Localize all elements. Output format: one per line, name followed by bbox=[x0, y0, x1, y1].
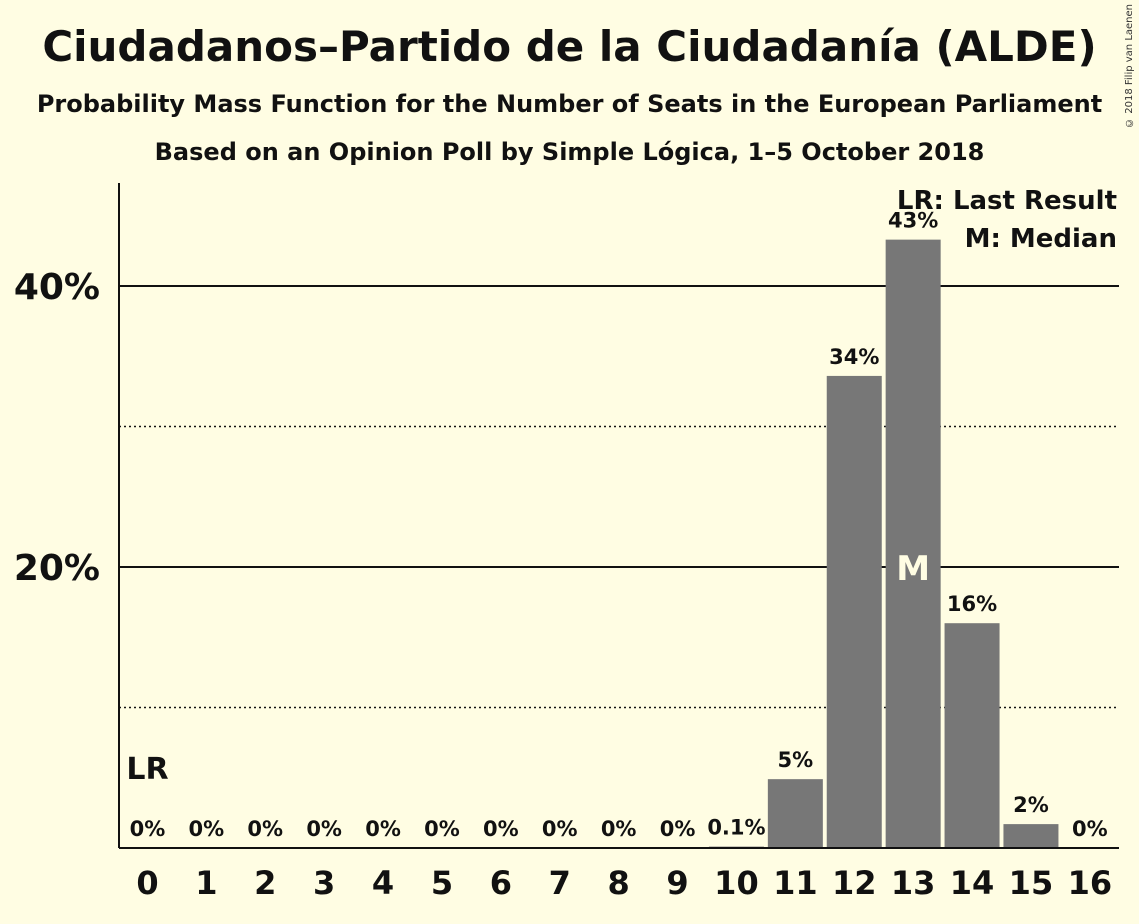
x-tick-label: 5 bbox=[431, 864, 453, 902]
chart-subtitle: Probability Mass Function for the Number… bbox=[36, 90, 1103, 118]
x-tick-label: 15 bbox=[1009, 864, 1054, 902]
value-label: 0% bbox=[601, 817, 637, 841]
value-label: 16% bbox=[947, 592, 997, 616]
bar-15 bbox=[1003, 824, 1059, 848]
value-label: 0% bbox=[424, 817, 460, 841]
bar-13 bbox=[885, 239, 941, 848]
x-tick-label: 7 bbox=[549, 864, 571, 902]
x-tick-label: 3 bbox=[313, 864, 335, 902]
value-label: 0% bbox=[483, 817, 519, 841]
x-tick-label: 11 bbox=[773, 864, 818, 902]
bar-12 bbox=[826, 375, 882, 848]
value-label: 0% bbox=[189, 817, 225, 841]
value-label: 0% bbox=[1072, 817, 1108, 841]
x-tick-label: 14 bbox=[950, 864, 995, 902]
x-tick-label: 6 bbox=[490, 864, 512, 902]
value-label: 43% bbox=[888, 209, 938, 233]
bar-11 bbox=[767, 779, 823, 848]
last-result-marker: LR bbox=[126, 752, 168, 787]
legend-entry: LR: Last Result bbox=[897, 186, 1117, 216]
value-label: 0% bbox=[306, 817, 342, 841]
value-label: 0% bbox=[365, 817, 401, 841]
x-tick-label: 2 bbox=[254, 864, 276, 902]
x-tick-label: 13 bbox=[891, 864, 936, 902]
chart-subtitle-poll: Based on an Opinion Poll by Simple Lógic… bbox=[154, 138, 985, 166]
x-tick-label: 1 bbox=[195, 864, 217, 902]
x-tick-label: 4 bbox=[372, 864, 394, 902]
x-tick-label: 12 bbox=[832, 864, 877, 902]
chart-title: Ciudadanos–Partido de la Ciudadanía (ALD… bbox=[42, 22, 1097, 71]
legend-entry: M: Median bbox=[965, 224, 1117, 254]
value-label: 0.1% bbox=[707, 816, 765, 840]
y-tick-label: 20% bbox=[14, 548, 100, 589]
x-tick-label: 16 bbox=[1068, 864, 1113, 902]
x-tick-label: 10 bbox=[714, 864, 759, 902]
x-tick-label: 0 bbox=[136, 864, 158, 902]
y-tick-label: 40% bbox=[14, 267, 100, 308]
value-label: 0% bbox=[130, 817, 166, 841]
median-marker: M bbox=[896, 549, 930, 589]
value-label: 0% bbox=[247, 817, 283, 841]
bar-14 bbox=[944, 623, 1000, 848]
value-label: 5% bbox=[778, 748, 814, 772]
value-label: 2% bbox=[1013, 793, 1049, 817]
value-label: 0% bbox=[542, 817, 578, 841]
x-tick-label: 9 bbox=[666, 864, 688, 902]
value-label: 34% bbox=[829, 345, 879, 369]
value-label: 0% bbox=[660, 817, 696, 841]
x-tick-label: 8 bbox=[608, 864, 630, 902]
